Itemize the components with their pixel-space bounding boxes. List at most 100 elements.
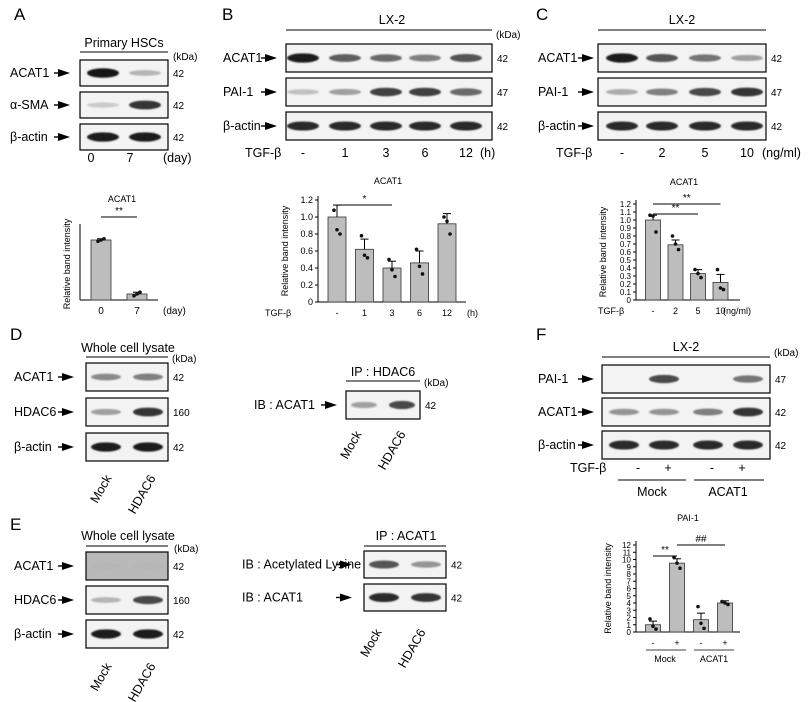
- ip-header-d: IP : HDAC6: [351, 365, 415, 379]
- y-tick-label: 0.4: [620, 264, 632, 273]
- bar: [90, 239, 112, 301]
- band: [389, 400, 415, 410]
- arrow-icon: [582, 122, 594, 130]
- y-tick-label: 11: [623, 548, 632, 557]
- y-tick-label: 2: [627, 614, 632, 623]
- y-tick-label: 6: [627, 585, 632, 594]
- blot-header-e: Whole cell lysate: [81, 529, 175, 543]
- data-point: [387, 257, 391, 262]
- arrow-icon: [340, 560, 352, 569]
- protein-label: β-actin: [14, 627, 52, 641]
- blot-a: ACAT1 42 α-SMA 42 β-actin 42: [10, 59, 185, 151]
- band: [370, 87, 402, 97]
- lane-label: 2: [659, 146, 666, 160]
- arrow-icon: [62, 443, 74, 451]
- blot-header-f: LX-2: [673, 340, 699, 354]
- data-point: [720, 599, 724, 604]
- y-tick-label: 9: [627, 563, 632, 572]
- band: [606, 121, 638, 131]
- protein-label: β-actin: [10, 130, 48, 144]
- data-point: [696, 604, 700, 609]
- x-prefix-label: TGF-β: [265, 308, 291, 318]
- data-point: [696, 271, 700, 276]
- arrow-icon: [58, 133, 70, 141]
- lane-unit: (ng/ml): [762, 146, 801, 160]
- protein-label: IB : ACAT1: [254, 398, 315, 412]
- protein-label: PAI-1: [538, 85, 568, 99]
- data-point: [678, 566, 682, 570]
- band: [329, 54, 361, 62]
- data-point: [702, 626, 706, 631]
- treatment-label: TGF-β: [570, 461, 606, 475]
- band: [409, 54, 441, 62]
- lane-label: 5: [702, 146, 709, 160]
- kda-label-e: (kDa): [174, 544, 198, 555]
- band: [133, 629, 163, 639]
- band: [731, 87, 763, 97]
- blot-f: PAI-1 47 ACAT1 42 β-actin 42: [538, 364, 787, 460]
- x-tick-label: 2: [673, 306, 678, 316]
- data-point: [699, 621, 703, 626]
- y-tick-label: 0.4: [300, 263, 313, 273]
- protein-label: ACAT1: [223, 51, 262, 65]
- kda-value: 42: [451, 561, 463, 572]
- kda-value: 42: [173, 133, 185, 144]
- band: [133, 442, 163, 452]
- arrow-icon: [62, 408, 74, 416]
- arrow-icon: [582, 54, 594, 62]
- y-tick-label: 10: [622, 556, 631, 565]
- data-point: [721, 287, 726, 292]
- lane-label: Mock: [88, 472, 115, 506]
- panel-d: D Whole cell lysate (kDa) ACAT1 42 HDAC6 16…: [10, 325, 448, 516]
- y-tick-label: 1.0: [300, 212, 313, 222]
- y-tick-label: 0.2: [620, 280, 632, 289]
- band: [649, 440, 679, 450]
- protein-label: IB : Acetylated Lysine: [242, 558, 361, 572]
- band: [87, 102, 119, 108]
- kda-label-f: (kDa): [774, 348, 798, 359]
- x-tick-label: 1: [362, 308, 367, 318]
- kda-value: 42: [451, 594, 463, 605]
- band: [133, 373, 163, 381]
- y-tick-label: 0: [627, 628, 632, 637]
- kda-value: 42: [173, 373, 185, 384]
- band: [450, 88, 482, 96]
- protein-label: ACAT1: [538, 51, 577, 65]
- blot-c: ACAT1 42 PAI-1 47 β-actin 42: [538, 43, 783, 141]
- band: [91, 408, 121, 416]
- panel-e: E Whole cell lysate (kDa) ACAT1 42 HDAC6 16…: [10, 515, 463, 702]
- band: [609, 440, 639, 450]
- protein-label: ACAT1: [10, 66, 49, 80]
- y-tick-label: 0.9: [620, 224, 632, 233]
- band: [287, 121, 319, 131]
- kda-value: 47: [775, 375, 787, 386]
- kda-value: 42: [497, 54, 509, 65]
- band: [411, 561, 441, 568]
- lane-label: Mock: [338, 428, 365, 462]
- kda-value: 160: [173, 408, 190, 419]
- arrow-icon: [62, 373, 74, 381]
- y-axis-label: Relative band intensity: [598, 206, 608, 297]
- x-tick-label: -: [652, 306, 655, 316]
- data-point: [654, 627, 658, 631]
- band: [369, 560, 399, 569]
- x-tick-label: -: [700, 638, 703, 648]
- band: [450, 53, 482, 63]
- protein-label: HDAC6: [14, 593, 56, 607]
- data-point: [138, 290, 142, 295]
- kda-value: 42: [497, 122, 509, 133]
- arrow-icon: [58, 69, 70, 77]
- data-point: [675, 561, 679, 565]
- protein-label: PAI-1: [223, 85, 253, 99]
- x-tick-label: 12: [442, 308, 452, 318]
- protein-label: HDAC6: [14, 405, 56, 419]
- data-point: [723, 601, 727, 605]
- panel-letter-e: E: [10, 515, 21, 534]
- blot-header-d: Whole cell lysate: [81, 341, 175, 355]
- arrow-icon: [62, 630, 74, 638]
- chart-title: ACAT1: [108, 194, 136, 204]
- band: [287, 53, 319, 63]
- band: [91, 563, 121, 569]
- band: [649, 408, 679, 416]
